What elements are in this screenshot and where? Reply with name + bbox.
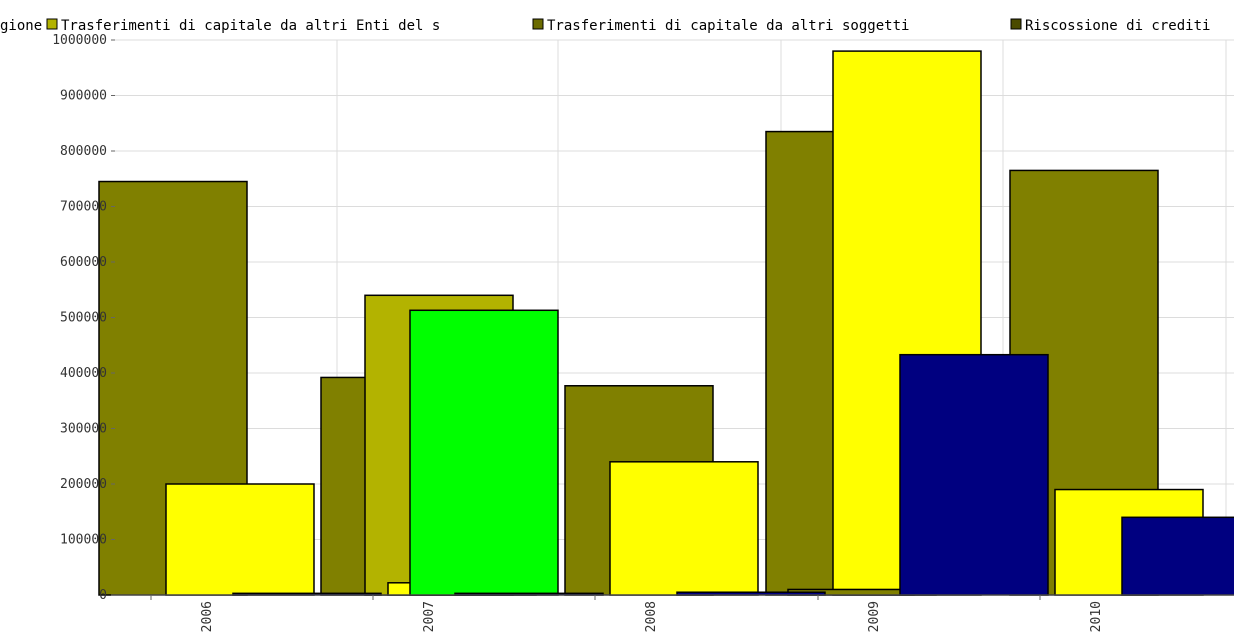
y-tick-label: 1000000	[52, 33, 107, 48]
y-tick-label: 500000	[60, 311, 107, 326]
legend-swatch	[46, 18, 58, 30]
legend-swatch	[1010, 18, 1022, 30]
bar	[165, 483, 315, 596]
bar	[609, 461, 759, 596]
y-tick-label: 200000	[60, 477, 107, 492]
x-category-label: 2009	[867, 601, 882, 632]
y-tick-label: 400000	[60, 366, 107, 381]
y-tick-label: 900000	[60, 89, 107, 104]
y-tick-label: 0	[99, 588, 107, 603]
legend: gione Trasferimenti di capitale da altri …	[0, 18, 1210, 34]
y-tick-label: 600000	[60, 255, 107, 270]
x-category-label: 2007	[422, 601, 437, 632]
bar	[409, 309, 559, 596]
y-tick-label: 700000	[60, 200, 107, 215]
legend-label: gione	[0, 18, 42, 34]
bar	[1121, 516, 1234, 596]
bar	[899, 353, 1049, 596]
legend-swatch	[532, 18, 544, 30]
y-tick-label: 300000	[60, 422, 107, 437]
bars	[98, 50, 1234, 596]
legend-label: Trasferimenti di capitale da altri Enti …	[61, 18, 440, 34]
x-category-label: 2006	[200, 601, 215, 632]
legend-label: Riscossione di crediti	[1025, 18, 1210, 34]
y-tick-label: 100000	[60, 533, 107, 548]
x-axis-categories: 2006 2007 2008 2009 2010	[200, 601, 1104, 632]
y-tick-label: 800000	[60, 144, 107, 159]
x-category-label: 2010	[1089, 601, 1104, 632]
legend-label: Trasferimenti di capitale da altri sogge…	[547, 18, 909, 34]
x-category-label: 2008	[644, 601, 659, 632]
axes	[115, 594, 1234, 600]
y-axis-ticks: 0 100000 200000 300000 400000 500000 600000 700…	[52, 33, 115, 603]
